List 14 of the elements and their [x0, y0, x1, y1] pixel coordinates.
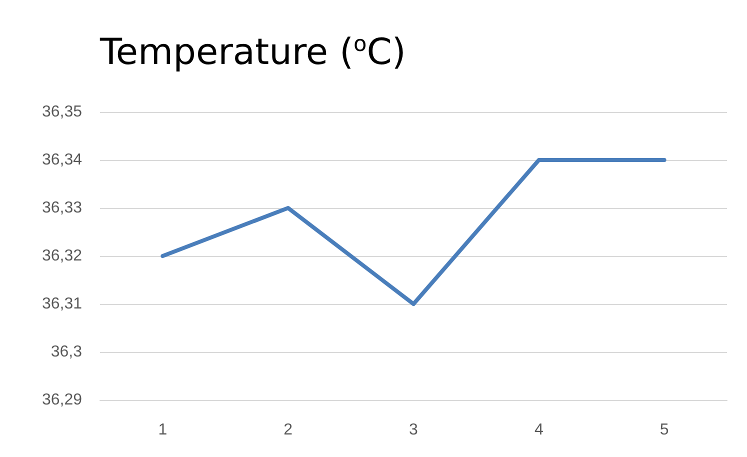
chart-title: Temperature ($^{o}$C): [100, 32, 406, 73]
x-tick-label: 4: [534, 422, 544, 438]
x-tick-label: 5: [660, 422, 669, 438]
y-tick-label: 36,3: [50, 344, 82, 360]
y-tick-label: 36,31: [42, 296, 82, 312]
y-tick-label: 36,33: [42, 200, 82, 216]
y-tick-label: 36,32: [42, 248, 82, 264]
x-tick-label: 2: [284, 422, 293, 438]
y-tick-label: 36,29: [42, 392, 82, 408]
x-tick-label: 1: [158, 422, 168, 438]
x-tick-label: 3: [409, 422, 418, 438]
y-tick-label: 36,35: [42, 104, 82, 120]
line-series: [160, 158, 666, 306]
y-tick-label: 36,34: [42, 152, 82, 168]
